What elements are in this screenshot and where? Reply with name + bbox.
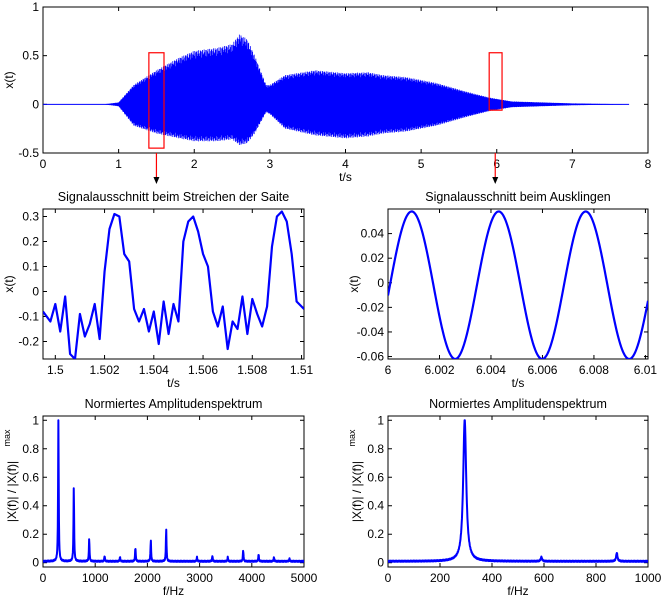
x-tick-label: 400 (482, 571, 502, 585)
y-tick-label: 0.6 (22, 470, 39, 484)
x-tick-label: 8 (645, 157, 652, 171)
x-tick-label: 1.51 (290, 363, 314, 377)
x-tick-label: 6.008 (579, 363, 609, 377)
y-tick-label: 0.3 (22, 210, 39, 224)
plot-frame (42, 415, 305, 568)
y-axis-label: |X(f)| / |X(f)| (350, 461, 364, 522)
chart-title: Normiertes Amplitudenspektrum (429, 397, 607, 411)
plot-frame (387, 208, 649, 360)
y-tick-label: 0 (377, 556, 384, 570)
y-tick-label: 0.2 (367, 527, 384, 541)
x-tick-label: 3 (267, 157, 274, 171)
x-axis-label: t/s (339, 170, 352, 184)
x-tick-label: 6 (385, 363, 392, 377)
x-tick-label: 6.006 (527, 363, 557, 377)
y-tick-label: 0 (32, 556, 39, 570)
x-tick-label: 1.508 (237, 363, 267, 377)
x-tick-label: 1.506 (188, 363, 218, 377)
y-tick-label: 0.1 (22, 260, 39, 274)
x-tick-label: 1 (115, 157, 122, 171)
x-axis-label: t/s (512, 376, 525, 390)
x-tick-label: 200 (430, 571, 450, 585)
chart-decay: 6 6.002 6.004 6.006 6.008 6.01 -0.06 -0.04 -0.02… (347, 190, 657, 390)
x-tick-label: 0 (40, 157, 47, 171)
x-tick-label: 2 (191, 157, 198, 171)
y-tick-label: 0.2 (22, 527, 39, 541)
y-tick-label: 0.4 (22, 499, 39, 513)
plot-frame (387, 415, 649, 568)
y-axis-label: x(t) (347, 275, 361, 292)
plot-frame (42, 208, 305, 360)
x-tick-label: 5000 (291, 571, 318, 585)
y-tick-label: 1 (377, 413, 384, 427)
x-tick-label: 1000 (82, 571, 109, 585)
y-tick-label: 0.8 (22, 442, 39, 456)
x-tick-label: 1.5 (47, 363, 64, 377)
y-tick-label: 0 (32, 97, 39, 111)
y-axis-label-subscript: max (2, 429, 12, 447)
y-tick-label: 1 (32, 413, 39, 427)
x-tick-label: 6 (493, 157, 500, 171)
x-tick-label: 5 (418, 157, 425, 171)
y-tick-label: 1 (32, 0, 39, 14)
zoom-arrow-head-1 (153, 177, 160, 184)
y-tick-label: -0.5 (18, 146, 39, 160)
zoom-arrow-head-2 (492, 177, 499, 184)
y-tick-label: 0 (32, 285, 39, 299)
chart-strike: 1.5 1.502 1.504 1.506 1.508 1.51 -0.2 -0.1 0 0.1 0… (2, 190, 314, 390)
x-tick-label: 1000 (635, 571, 662, 585)
x-axis-label: t/s (167, 376, 180, 390)
y-tick-label: -0.02 (357, 300, 385, 314)
x-tick-label: 1.504 (139, 363, 169, 377)
y-tick-label: -0.06 (357, 350, 385, 364)
x-tick-label: 4000 (238, 571, 265, 585)
chart-spec1: 0 1000 2000 3000 4000 5000 0 0.2 0.4 0.6 0.8 1 f/Hz |… (2, 397, 318, 598)
signal-waveform (103, 34, 630, 145)
y-axis-label: x(t) (2, 71, 16, 88)
selection-marker-2 (488, 52, 503, 111)
selection-marker-1 (148, 52, 165, 149)
y-tick-label: 0.2 (22, 235, 39, 249)
chart-full: 0 1 2 3 4 5 6 7 8-0.500.51t/sx(t) (2, 0, 652, 184)
x-tick-label: 0 (40, 571, 47, 585)
y-axis-label: x(t) (2, 275, 16, 292)
y-tick-label: 0.5 (22, 49, 39, 63)
x-tick-label: 6.01 (634, 363, 658, 377)
x-tick-label: 800 (586, 571, 606, 585)
x-tick-label: 600 (534, 571, 554, 585)
chart-title: Signalausschnitt beim Streichen der Sait… (58, 190, 289, 204)
x-tick-label: 6.002 (424, 363, 454, 377)
signal-line (43, 210, 304, 359)
y-tick-label: 0.8 (367, 442, 384, 456)
spectrum-line (388, 419, 648, 563)
chart-title: Signalausschnitt beim Ausklingen (425, 190, 611, 204)
x-tick-label: 1.502 (90, 363, 120, 377)
chart-spec2: 0 200 400 600 800 1000 0 0.2 0.4 0.6 0.8 1 f/Hz |X(f)… (347, 397, 662, 598)
x-axis-label: f/Hz (507, 584, 528, 598)
x-axis-label: f/Hz (163, 584, 184, 598)
y-tick-label: 0.4 (367, 499, 384, 513)
y-tick-label: -0.2 (18, 335, 39, 349)
x-tick-label: 0 (385, 571, 392, 585)
chart-title: Normiertes Amplitudenspektrum (85, 397, 263, 411)
y-axis-label: |X(f)| / |X(f)| (5, 461, 19, 522)
x-tick-label: 6.004 (476, 363, 506, 377)
y-axis-label-subscript: max (347, 429, 357, 447)
y-tick-label: 0.04 (361, 227, 385, 241)
x-tick-label: 3000 (186, 571, 213, 585)
spectrum-line (43, 419, 304, 563)
x-tick-label: 2000 (134, 571, 161, 585)
y-tick-label: 0.02 (361, 251, 385, 265)
y-tick-label: -0.04 (357, 325, 385, 339)
y-tick-label: 0.6 (367, 470, 384, 484)
y-tick-label: 0 (377, 276, 384, 290)
y-tick-label: -0.1 (18, 310, 39, 324)
x-tick-label: 4 (342, 157, 349, 171)
signal-line (388, 210, 648, 359)
x-tick-label: 7 (569, 157, 576, 171)
